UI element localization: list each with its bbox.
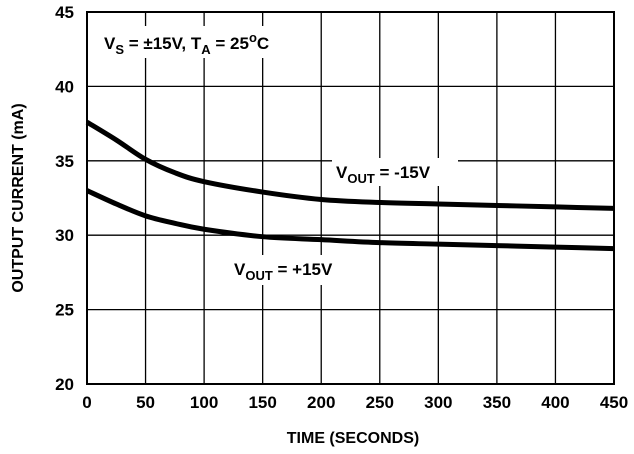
x-tick-label: 400 — [541, 393, 569, 412]
x-tick-label: 150 — [248, 393, 276, 412]
y-tick-label: 35 — [55, 152, 74, 171]
y-tick-label: 40 — [55, 77, 74, 96]
y-tick-label: 30 — [55, 226, 74, 245]
x-tick-label: 100 — [190, 393, 218, 412]
x-tick-label: 300 — [424, 393, 452, 412]
y-tick-labels: 20 25 30 35 40 45 — [55, 3, 74, 394]
y-tick-label: 25 — [55, 301, 74, 320]
plot-background — [87, 12, 614, 384]
plot-frame — [86, 11, 615, 385]
x-tick-label: 200 — [307, 393, 335, 412]
x-axis-title: TIME (SECONDS) — [287, 430, 419, 447]
series-line-vout-neg15 — [85, 119, 615, 211]
series-label-vout-pos: VOUT = +15V — [234, 260, 333, 283]
y-tick-label: 45 — [55, 3, 74, 22]
x-tick-labels: 0 50 100 150 200 250 300 350 400 450 — [82, 393, 628, 412]
x-tick-label: 0 — [82, 393, 91, 412]
x-tick-label: 250 — [366, 393, 394, 412]
y-axis-title: OUTPUT CURRENT (mA) — [10, 103, 27, 292]
x-tick-label: 50 — [136, 393, 155, 412]
x-tick-label: 450 — [600, 393, 628, 412]
series-label-vout-neg-bg — [332, 158, 458, 186]
series-label-vout-neg: VOUT = -15V — [336, 163, 431, 186]
conditions-annotation-bg — [100, 26, 300, 58]
series-group — [85, 119, 615, 252]
x-tick-label: 350 — [483, 393, 511, 412]
series-line-vout-pos15 — [85, 188, 615, 252]
conditions-annotation: VS = ±15V, TA = 25oC — [104, 30, 269, 57]
series-label-vout-pos-bg — [230, 255, 360, 285]
y-tick-label: 20 — [55, 375, 74, 394]
